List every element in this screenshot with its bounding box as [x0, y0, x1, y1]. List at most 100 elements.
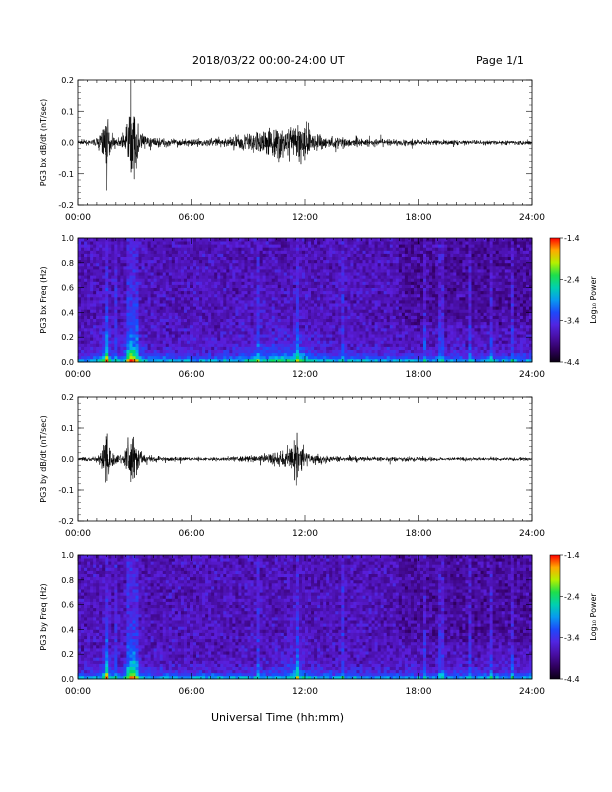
spectrogram-cell	[362, 269, 366, 273]
spectrogram-cell	[87, 343, 91, 347]
spectrogram-cell	[208, 337, 212, 341]
spectrogram-cell	[401, 306, 406, 310]
spectrogram-cell	[129, 331, 133, 335]
spectrogram-cell	[250, 331, 254, 335]
spectrogram-cell	[120, 340, 124, 344]
spectrogram-cell	[423, 259, 427, 264]
spectrogram-cell	[226, 241, 230, 245]
spectrogram-cell	[186, 334, 191, 338]
spectrogram-cell	[247, 265, 251, 270]
spectrogram-cell	[410, 250, 415, 254]
spectrogram-cell	[183, 309, 188, 313]
spectrogram-cell	[81, 355, 85, 360]
spectrogram-cell	[398, 290, 403, 295]
spectrogram-cell	[135, 349, 139, 354]
spectrogram-cell	[132, 296, 136, 301]
spectrogram-cell	[395, 278, 400, 282]
spectrogram-cell	[159, 306, 164, 310]
spectrogram-cell	[189, 287, 194, 292]
spectrogram-cell	[356, 265, 360, 270]
spectrogram-cell	[138, 284, 142, 288]
spectrogram-cell	[432, 337, 436, 341]
spectrogram-cell	[298, 346, 303, 350]
spectrogram-cell	[147, 287, 152, 292]
spectrogram-cell	[374, 275, 379, 279]
spectrogram-cell	[362, 265, 366, 270]
spectrogram-cell	[253, 247, 257, 251]
spectrogram-cell	[129, 287, 133, 292]
spectrogram-cell	[416, 244, 421, 248]
spectrogram-cell	[311, 256, 315, 261]
spectrogram-cell	[371, 287, 376, 292]
spectrogram-cell	[111, 346, 115, 350]
spectrogram-cell	[244, 334, 248, 338]
spectrogram-cell	[420, 281, 424, 285]
spectrogram-cell	[283, 238, 288, 242]
spectrogram-cell	[320, 324, 324, 329]
spectrogram-cell	[208, 290, 212, 295]
spectrogram-cell	[162, 290, 167, 295]
spectrogram-cell	[241, 315, 245, 319]
spectrogram-cell	[374, 318, 379, 323]
spectrogram-cell	[338, 346, 342, 350]
spectrogram-cell	[389, 241, 394, 245]
spectrogram-cell	[371, 265, 376, 270]
spectrogram-cell	[277, 290, 282, 295]
spectrogram-cell	[214, 358, 218, 363]
spectrogram-cell	[247, 287, 251, 292]
spectrogram-cell	[265, 324, 270, 329]
spectrogram-cell	[441, 355, 445, 360]
spectrogram-cell	[426, 343, 430, 347]
spectrogram-cell	[368, 324, 372, 329]
spectrogram-cell	[314, 355, 318, 360]
spectrogram-cell	[253, 340, 257, 344]
spectrogram-cell	[114, 253, 118, 257]
spectrogram-cell	[177, 343, 182, 347]
spectrogram-cell	[283, 334, 288, 338]
spectrogram-cell	[271, 306, 276, 310]
spectrogram-cell	[147, 306, 152, 310]
spectrogram-cell	[208, 306, 212, 310]
spectrogram-cell	[177, 296, 182, 301]
spectrogram-cell	[114, 259, 118, 264]
spectrogram-cell	[174, 275, 179, 279]
spectrogram-cell	[368, 287, 372, 292]
spectrogram-cell	[407, 272, 412, 276]
spectrogram-cell	[368, 244, 372, 248]
spectrogram-cell	[423, 278, 427, 282]
spectrogram-cell	[84, 331, 88, 335]
spectrogram-cell	[274, 284, 279, 288]
spectrogram-cell	[108, 324, 112, 329]
spectrogram-cell	[253, 321, 257, 326]
spectrogram-cell	[286, 296, 291, 301]
spectrogram-cell	[308, 281, 312, 285]
spectrogram-cell	[326, 238, 330, 242]
spectrogram-cell	[435, 349, 439, 354]
spectrogram-cell	[247, 337, 251, 341]
spectrogram-cell	[441, 334, 445, 338]
spectrogram-cell	[359, 296, 363, 301]
spectrogram-cell	[410, 303, 415, 307]
spectrogram-cell	[335, 250, 339, 254]
spectrogram-cell	[259, 284, 264, 288]
spectrogram-cell	[132, 287, 136, 292]
spectrogram-cell	[129, 253, 133, 257]
spectrogram-cell	[238, 331, 242, 335]
spectrogram-cell	[377, 318, 382, 323]
spectrogram-cell	[359, 346, 363, 350]
spectrogram-cell	[196, 244, 200, 248]
spectrogram-cell	[317, 327, 321, 332]
spectrogram-cell	[174, 238, 179, 242]
spectrogram-cell	[132, 303, 136, 307]
spectrogram-cell	[186, 331, 191, 335]
spectrogram-cell	[229, 312, 233, 316]
spectrogram-cell	[156, 259, 161, 264]
spectrogram-cell	[259, 321, 264, 326]
spectrogram-cell	[323, 340, 327, 344]
spectrogram-cell	[238, 337, 242, 341]
spectrogram-cell	[410, 293, 415, 298]
spectrogram-cell	[362, 262, 366, 267]
spectrogram-cell	[317, 275, 321, 279]
spectrogram-cell	[341, 256, 345, 261]
spectrogram-cell	[392, 241, 397, 245]
